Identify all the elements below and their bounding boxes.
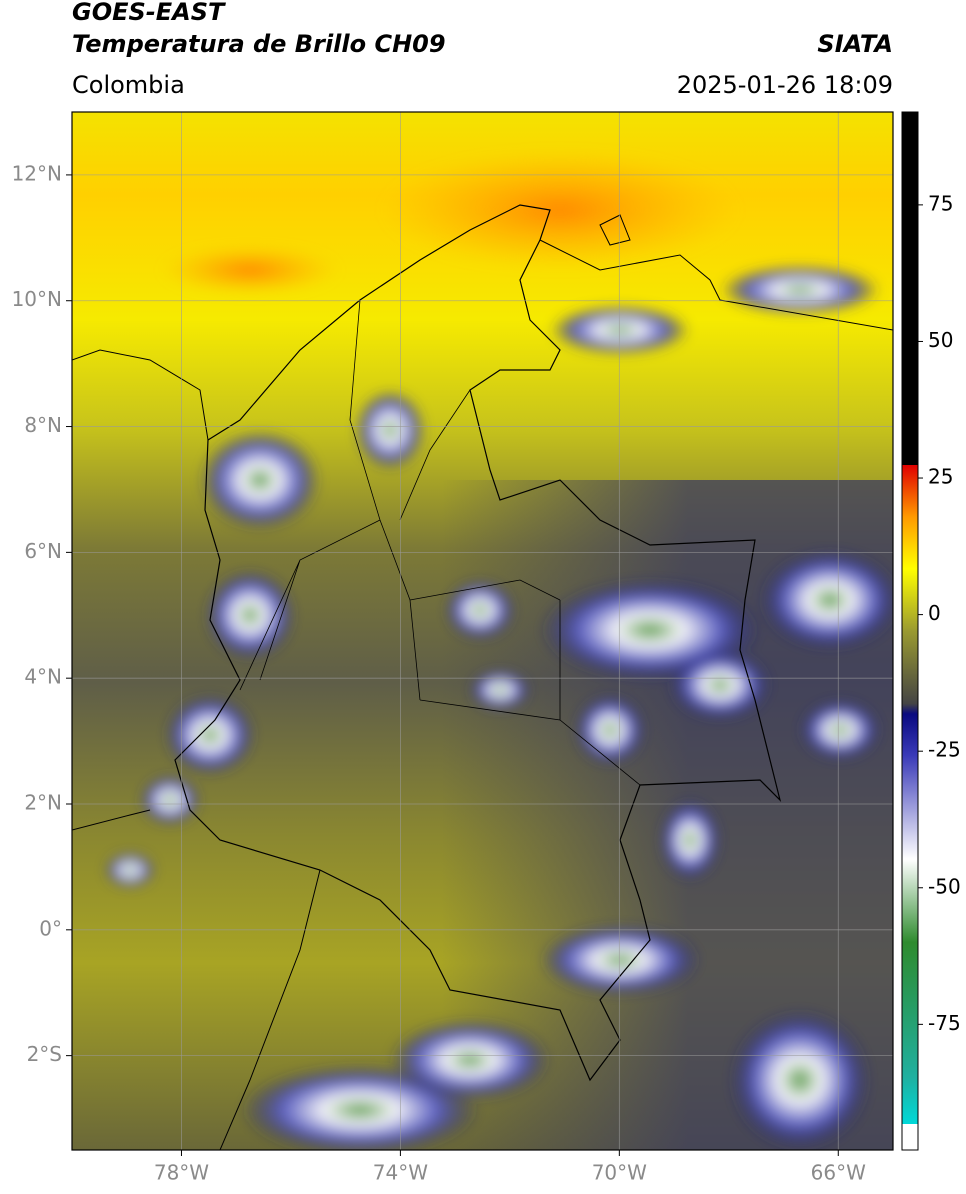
colorbar-tick-label: 25 (928, 465, 953, 489)
region: Colombia (72, 71, 185, 99)
colorbar-tick-label: 0 (928, 601, 941, 625)
y-tick-label: 0° (39, 916, 62, 940)
y-tick-label: 2°S (27, 1042, 62, 1066)
colorbar-tick-label: -50 (928, 874, 961, 898)
x-tick-label: 66°W (811, 1161, 866, 1185)
y-tick-label: 6°N (24, 539, 62, 563)
y-tick-label: 12°N (12, 161, 62, 185)
x-tick-label: 74°W (373, 1161, 428, 1185)
x-tick-label: 70°W (592, 1161, 647, 1185)
y-tick-label: 10°N (12, 287, 62, 311)
datetime: 2025-01-26 18:09 (677, 71, 893, 99)
colorbar (901, 111, 919, 1151)
colorbar-tick-label: 50 (928, 328, 953, 352)
source: SIATA (817, 30, 893, 58)
satellite-image (72, 112, 893, 1150)
colorbar-tick-label: -25 (928, 738, 961, 762)
title: GOES-EAST (72, 0, 226, 26)
y-tick-label: 8°N (24, 413, 62, 437)
x-tick-label: 78°W (154, 1161, 209, 1185)
colorbar-tick-label: 75 (928, 191, 953, 215)
subtitle: Temperatura de Brillo CH09 (72, 30, 446, 58)
y-tick-label: 4°N (24, 665, 62, 689)
colorbar-tick-label: -75 (928, 1011, 961, 1035)
graticule (72, 112, 893, 1150)
map-frame (71, 111, 894, 1151)
y-tick-label: 2°N (24, 791, 62, 815)
